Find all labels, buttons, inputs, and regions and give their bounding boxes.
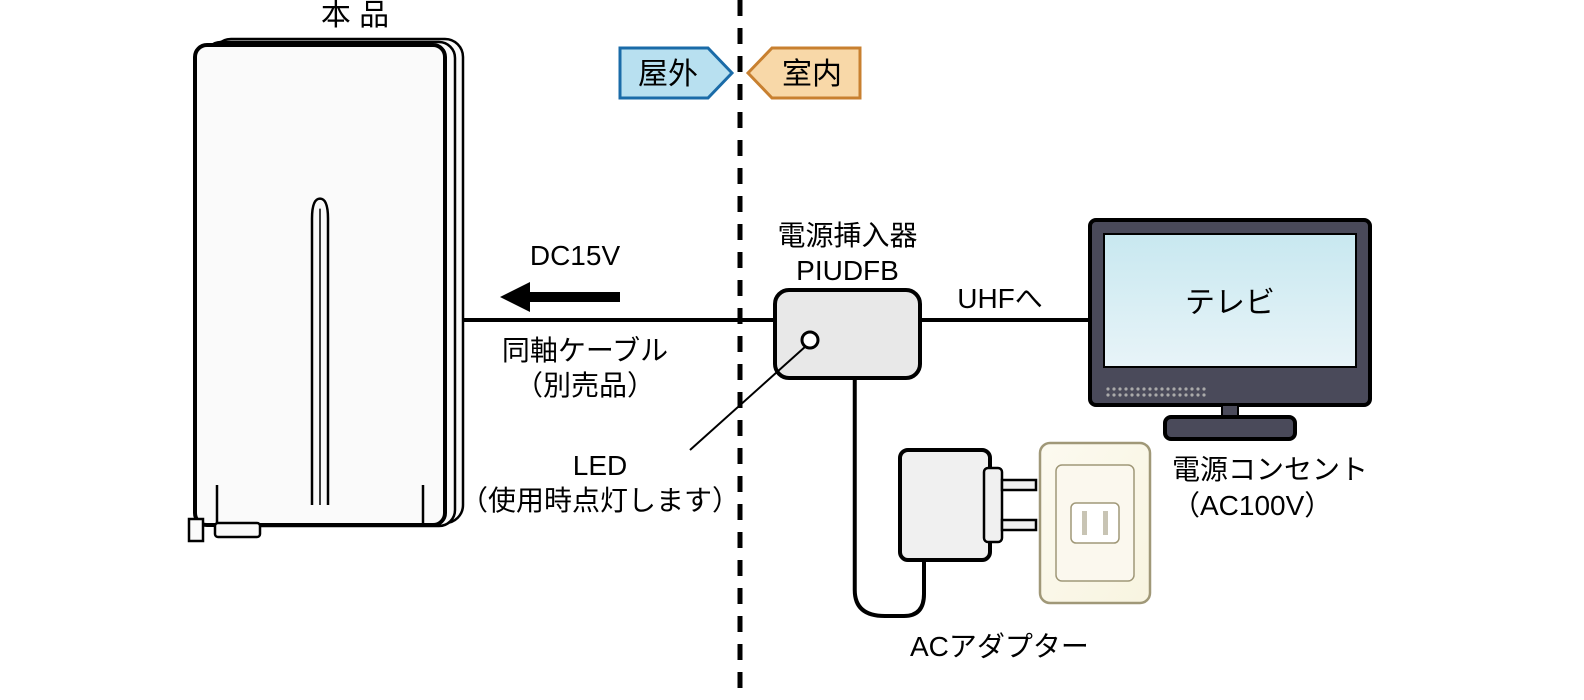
product-title-label: 本 品: [321, 0, 389, 32]
power-outlet-label-1: 電源コンセント: [1172, 454, 1368, 485]
led-label: LED: [573, 450, 627, 481]
dc-arrow-icon: [500, 282, 620, 312]
dc15v-label: DC15V: [530, 240, 621, 271]
outdoor-label: 屋外: [638, 58, 698, 91]
led-indicator-icon: [802, 332, 818, 348]
power-inserter-box: [775, 290, 920, 378]
coaxial-cable-label: 同軸ケーブル: [502, 335, 668, 366]
led-note-label: （使用時点灯します）: [460, 485, 740, 516]
coaxial-cable-note-label: （別売品）: [515, 370, 655, 401]
indoor-label: 室内: [782, 58, 842, 91]
power-inserter-label-2: PIUDFB: [796, 255, 899, 286]
power-outlet-label-2: （AC100V）: [1172, 490, 1332, 521]
led-callout-line: [690, 346, 806, 450]
uhf-label: UHFへ: [957, 283, 1043, 314]
ac-adapter-device: [900, 450, 1036, 560]
power-outlet-device: [1040, 443, 1150, 603]
tv-label: テレビ: [1185, 287, 1275, 320]
ac-adapter-label: ACアダプター: [910, 631, 1089, 662]
power-inserter-label-1: 電源挿入器: [777, 220, 917, 251]
antenna-device: [189, 39, 463, 541]
tv-device: [1090, 220, 1370, 439]
